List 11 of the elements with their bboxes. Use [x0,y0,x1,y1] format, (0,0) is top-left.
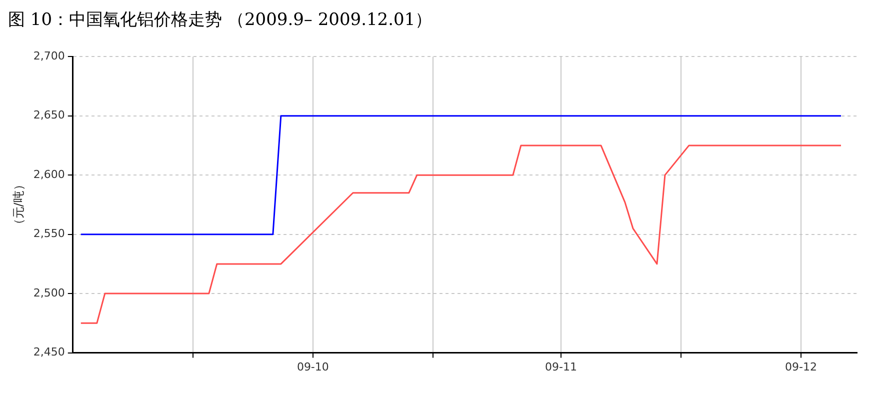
y-axis-title: （元/吨） [11,178,26,231]
y-tick-label: 2,700 [33,49,65,62]
y-tick-label: 2,600 [33,168,65,181]
y-tick-label: 2,450 [33,346,65,359]
y-tick-label: 2,550 [33,227,65,240]
y-tick-label: 2,650 [33,108,65,122]
chart-title: 图 10：中国氧化铝价格走势 （2009.9– 2009.12.01） [8,9,434,31]
x-tick-label: 09-12 [785,360,817,374]
y-tick-label: 2,500 [33,286,65,300]
x-tick-label: 09-10 [296,360,329,374]
x-tick-label: 09-11 [544,360,577,374]
